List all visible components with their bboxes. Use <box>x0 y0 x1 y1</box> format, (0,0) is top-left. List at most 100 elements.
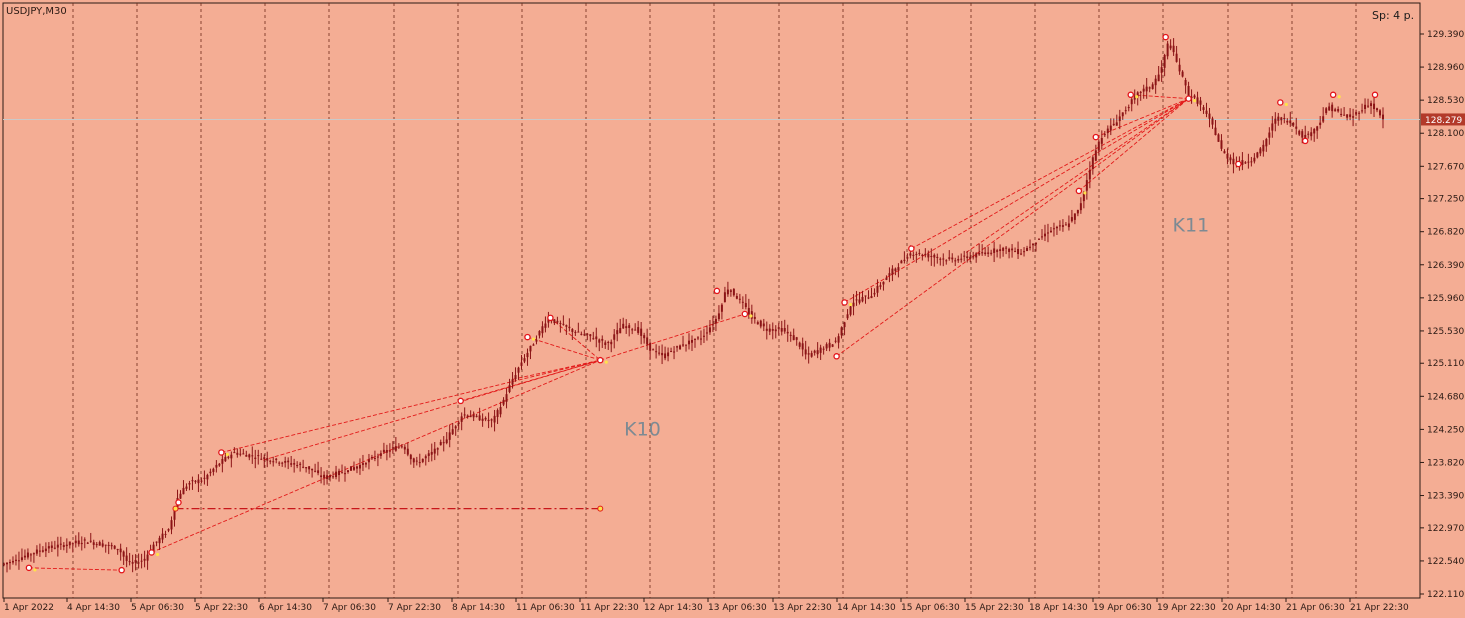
candle-body <box>349 466 352 471</box>
candle-body <box>487 419 490 422</box>
candle-body <box>26 552 29 558</box>
swing-marker <box>1235 160 1242 168</box>
candle-body <box>948 257 951 259</box>
candle-body <box>1298 130 1301 135</box>
x-tick-label: 1 Apr 2022 <box>4 603 54 613</box>
candle-body <box>1256 152 1259 158</box>
candle-body <box>978 252 981 255</box>
candle-body <box>89 540 92 542</box>
candle-body <box>529 345 532 352</box>
candle-body <box>74 540 77 544</box>
candle-body <box>735 296 738 299</box>
candle-body <box>679 345 682 350</box>
candle-body <box>1058 225 1061 227</box>
y-tick-label: 127.250 <box>1427 195 1464 205</box>
candle-body <box>975 253 978 258</box>
candle-body <box>696 337 699 339</box>
candle-body <box>466 415 469 418</box>
candle-body <box>397 446 400 448</box>
candle-body <box>290 463 293 465</box>
candle-body <box>867 297 870 299</box>
candle-body <box>514 375 517 380</box>
candle-body <box>272 461 275 463</box>
candle-body <box>595 336 598 340</box>
candle-body <box>711 324 714 326</box>
candle-body <box>523 358 526 362</box>
candle-body <box>86 542 89 544</box>
candle-body <box>1352 116 1355 118</box>
candle-body <box>1169 45 1172 49</box>
candle-body <box>155 541 158 543</box>
candle-body <box>885 277 888 280</box>
candle-body <box>119 548 122 553</box>
candle-body <box>212 468 215 472</box>
candle-body <box>248 454 251 458</box>
candle-body <box>864 295 867 297</box>
swing-marker <box>148 549 155 556</box>
candle-body <box>720 304 723 312</box>
candle-body <box>753 316 756 319</box>
candle-body <box>1364 104 1367 110</box>
candle-body <box>457 422 460 424</box>
candle-body <box>1043 233 1046 237</box>
candle-body <box>972 256 975 258</box>
candle-body <box>1008 248 1011 252</box>
swing-marker-dot <box>531 337 536 341</box>
candle-body <box>260 458 263 460</box>
candle-body <box>646 337 649 345</box>
candle-body <box>242 453 245 455</box>
candle-body <box>535 339 538 342</box>
y-tick-label: 129.390 <box>1427 30 1464 40</box>
candle-body <box>873 292 876 295</box>
candle-body <box>804 349 807 355</box>
candle-body <box>1026 247 1029 252</box>
candle-body <box>1061 225 1064 227</box>
candle-body <box>634 329 637 331</box>
candle-body <box>918 252 921 254</box>
candle-body <box>780 328 783 332</box>
candle-body <box>517 367 520 373</box>
swing-marker-dot <box>33 568 37 572</box>
candle-body <box>688 340 691 345</box>
candle-body <box>1280 117 1283 121</box>
candle-body <box>332 476 335 478</box>
candle-body <box>107 544 110 546</box>
candle-body <box>825 344 828 349</box>
candle-body <box>816 350 819 355</box>
candle-body <box>541 326 544 334</box>
candle-body <box>810 353 813 357</box>
candle-body <box>526 352 529 358</box>
candle-body <box>828 342 831 348</box>
candle-body <box>224 456 227 462</box>
candle-body <box>29 554 32 556</box>
swing-markers <box>25 33 1379 574</box>
chart-annotation: K11 <box>1173 215 1210 237</box>
candle-body <box>505 394 508 402</box>
candle-body <box>338 470 341 476</box>
candle-body <box>966 256 969 258</box>
candle-body <box>580 333 583 335</box>
candle-body <box>77 540 80 545</box>
candle-body <box>472 414 475 418</box>
candle-body <box>1214 127 1217 136</box>
candle-body <box>104 544 107 546</box>
candle-body <box>116 549 119 551</box>
candle-body <box>421 458 424 462</box>
candle-body <box>822 348 825 350</box>
candle-body <box>370 456 373 459</box>
candle-body <box>520 362 523 366</box>
candle-body <box>430 451 433 455</box>
swing-marker <box>524 333 531 341</box>
candle-body <box>1029 246 1032 248</box>
candle-body <box>1292 122 1295 126</box>
candle-body <box>1040 236 1043 238</box>
chart-annotation: K10 <box>624 418 661 440</box>
candle-body <box>879 285 882 287</box>
candle-body <box>388 450 391 452</box>
swing-marker <box>908 245 915 252</box>
trendline <box>28 567 122 571</box>
candle-body <box>693 338 696 340</box>
candle-body <box>1046 232 1049 234</box>
